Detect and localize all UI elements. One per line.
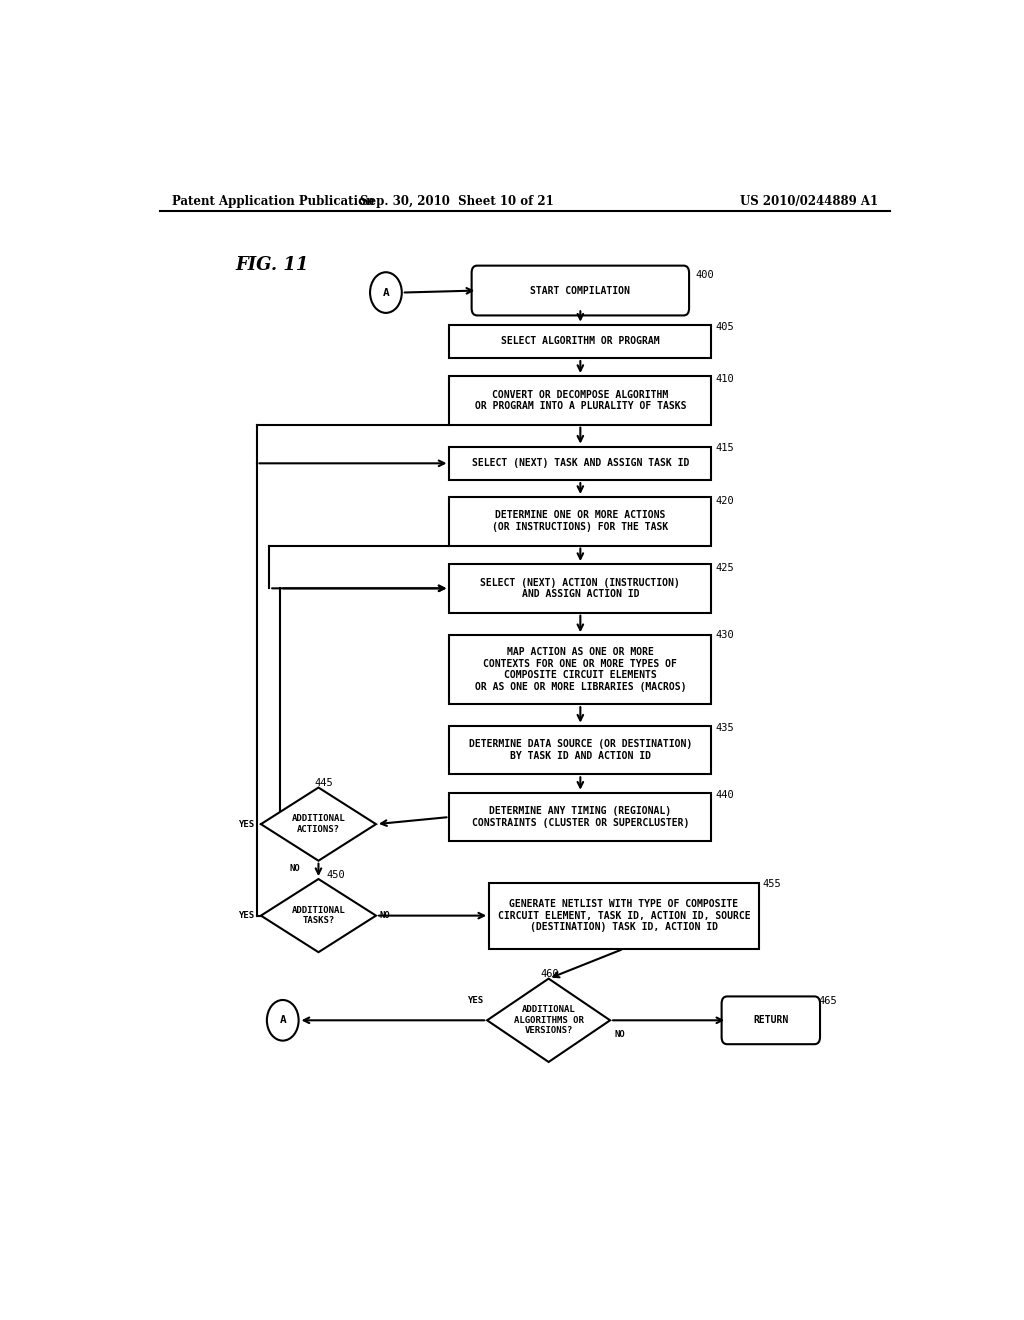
Bar	[450, 446, 712, 480]
Bar	[450, 792, 712, 841]
Text: A: A	[280, 1015, 286, 1026]
Polygon shape	[261, 788, 376, 861]
Text: YES: YES	[467, 997, 483, 1005]
Text: 440: 440	[715, 789, 734, 800]
Bar	[450, 376, 712, 425]
Text: 400: 400	[695, 271, 714, 280]
Text: SELECT (NEXT) TASK AND ASSIGN TASK ID: SELECT (NEXT) TASK AND ASSIGN TASK ID	[472, 458, 689, 469]
Text: SELECT ALGORITHM OR PROGRAM: SELECT ALGORITHM OR PROGRAM	[501, 337, 659, 346]
Text: Sep. 30, 2010  Sheet 10 of 21: Sep. 30, 2010 Sheet 10 of 21	[360, 194, 554, 207]
Text: 445: 445	[314, 777, 333, 788]
FancyBboxPatch shape	[472, 265, 689, 315]
Text: US 2010/0244889 A1: US 2010/0244889 A1	[739, 194, 878, 207]
Polygon shape	[261, 879, 376, 952]
Text: 435: 435	[715, 722, 734, 733]
Text: GENERATE NETLIST WITH TYPE OF COMPOSITE
CIRCUIT ELEMENT, TASK ID, ACTION ID, SOU: GENERATE NETLIST WITH TYPE OF COMPOSITE …	[498, 899, 751, 932]
Text: 420: 420	[715, 496, 734, 506]
Text: YES: YES	[239, 820, 255, 829]
Text: DETERMINE ANY TIMING (REGIONAL)
CONSTRAINTS (CLUSTER OR SUPERCLUSTER): DETERMINE ANY TIMING (REGIONAL) CONSTRAI…	[472, 807, 689, 828]
Text: YES: YES	[239, 911, 255, 920]
Text: FIG. 11: FIG. 11	[236, 256, 308, 275]
Text: ADDITIONAL
TASKS?: ADDITIONAL TASKS?	[292, 906, 345, 925]
Circle shape	[267, 1001, 299, 1040]
Text: ADDITIONAL
ACTIONS?: ADDITIONAL ACTIONS?	[292, 814, 345, 834]
Text: DETERMINE DATA SOURCE (OR DESTINATION)
BY TASK ID AND ACTION ID: DETERMINE DATA SOURCE (OR DESTINATION) B…	[469, 739, 692, 760]
Text: SELECT (NEXT) ACTION (INSTRUCTION)
AND ASSIGN ACTION ID: SELECT (NEXT) ACTION (INSTRUCTION) AND A…	[480, 578, 680, 599]
FancyBboxPatch shape	[722, 997, 820, 1044]
Text: NO: NO	[614, 1031, 625, 1039]
Text: DETERMINE ONE OR MORE ACTIONS
(OR INSTRUCTIONS) FOR THE TASK: DETERMINE ONE OR MORE ACTIONS (OR INSTRU…	[493, 511, 669, 532]
Text: MAP ACTION AS ONE OR MORE
CONTEXTS FOR ONE OR MORE TYPES OF
COMPOSITE CIRCUIT EL: MAP ACTION AS ONE OR MORE CONTEXTS FOR O…	[474, 647, 686, 692]
Polygon shape	[487, 978, 610, 1063]
Text: ADDITIONAL
ALGORITHMS OR
VERSIONS?: ADDITIONAL ALGORITHMS OR VERSIONS?	[514, 1006, 584, 1035]
Bar	[450, 496, 712, 545]
Circle shape	[370, 272, 401, 313]
Text: 450: 450	[327, 870, 345, 880]
Text: START COMPILATION: START COMPILATION	[530, 285, 631, 296]
Bar	[450, 325, 712, 358]
Text: RETURN: RETURN	[754, 1015, 788, 1026]
Text: CONVERT OR DECOMPOSE ALGORITHM
OR PROGRAM INTO A PLURALITY OF TASKS: CONVERT OR DECOMPOSE ALGORITHM OR PROGRA…	[474, 389, 686, 411]
Bar	[450, 726, 712, 775]
Text: 455: 455	[763, 879, 781, 890]
Bar	[450, 635, 712, 704]
Text: 430: 430	[715, 630, 734, 640]
Text: A: A	[383, 288, 389, 297]
Text: 425: 425	[715, 564, 734, 573]
Text: NO: NO	[290, 863, 300, 873]
Text: 410: 410	[715, 374, 734, 384]
Bar	[489, 883, 759, 949]
Text: NO: NO	[380, 911, 391, 920]
Text: 415: 415	[715, 444, 734, 453]
Bar	[450, 564, 712, 612]
Text: 460: 460	[541, 969, 559, 978]
Text: 465: 465	[818, 997, 838, 1006]
Text: Patent Application Publication: Patent Application Publication	[172, 194, 374, 207]
Text: 405: 405	[715, 322, 734, 333]
